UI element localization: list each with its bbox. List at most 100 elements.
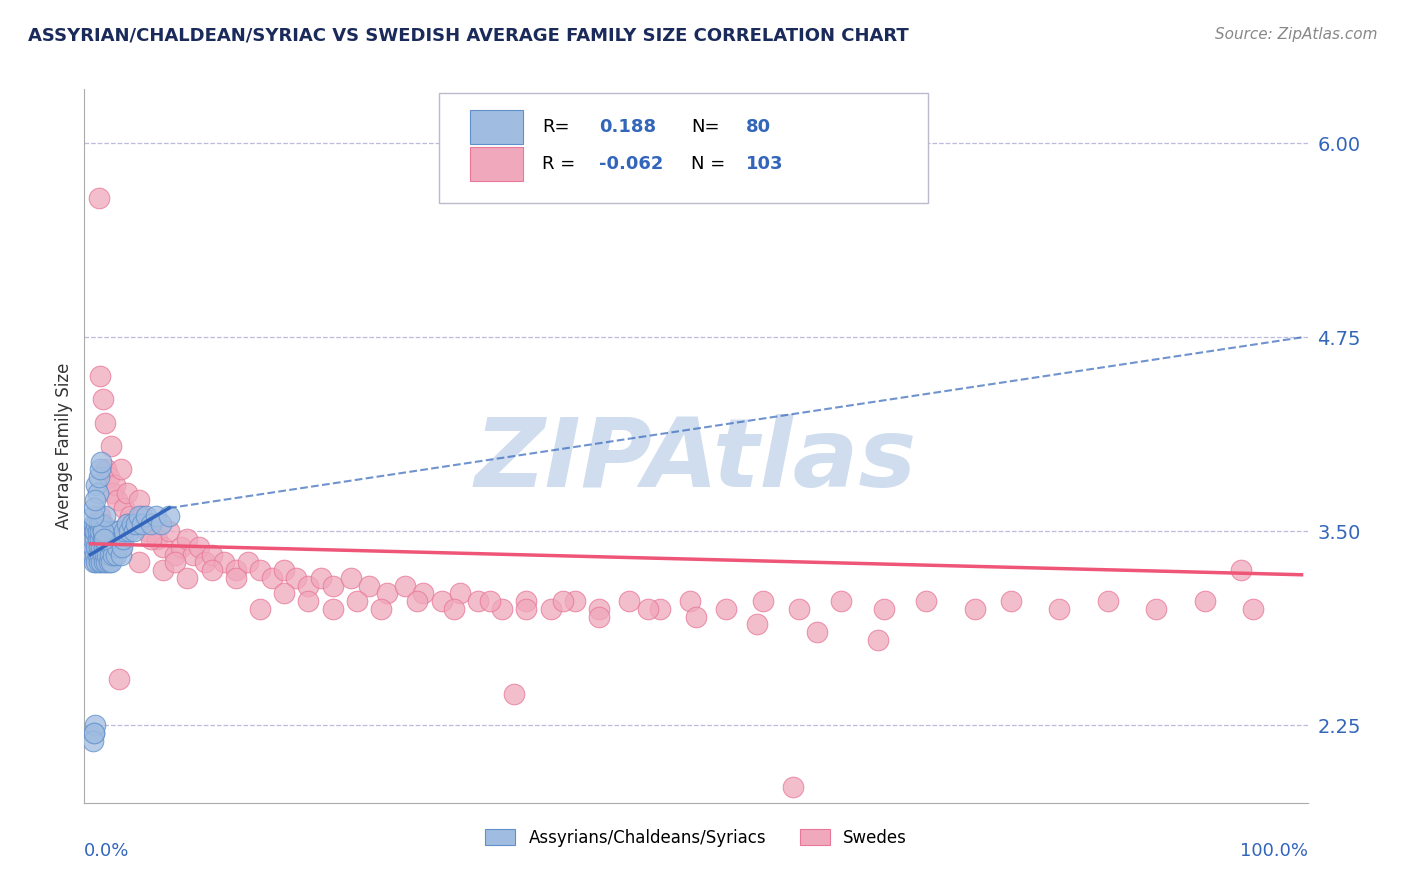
Point bbox=[90, 516, 112, 531]
Point bbox=[89, 548, 111, 562]
Point bbox=[115, 516, 138, 531]
Point bbox=[110, 548, 132, 562]
Point bbox=[86, 548, 108, 562]
Point bbox=[82, 532, 104, 546]
Point bbox=[83, 726, 105, 740]
Point bbox=[1241, 602, 1264, 616]
Point bbox=[100, 439, 122, 453]
Point bbox=[97, 540, 120, 554]
Point bbox=[96, 548, 118, 562]
Point bbox=[1144, 602, 1167, 616]
Point bbox=[105, 540, 128, 554]
Point bbox=[588, 609, 610, 624]
Point bbox=[273, 586, 295, 600]
Point bbox=[375, 586, 398, 600]
Point bbox=[89, 369, 111, 384]
Point bbox=[82, 540, 104, 554]
Legend: Assyrians/Chaldeans/Syriacs, Swedes: Assyrians/Chaldeans/Syriacs, Swedes bbox=[477, 821, 915, 855]
Point bbox=[110, 462, 132, 476]
Point bbox=[479, 594, 502, 608]
Point bbox=[97, 555, 120, 569]
Point bbox=[112, 532, 135, 546]
Point bbox=[152, 540, 174, 554]
Point bbox=[225, 571, 247, 585]
Point bbox=[212, 555, 235, 569]
Point bbox=[322, 602, 344, 616]
Point bbox=[107, 532, 129, 546]
Point bbox=[104, 524, 127, 539]
Point bbox=[449, 586, 471, 600]
Point bbox=[97, 470, 120, 484]
Point bbox=[93, 555, 115, 569]
Point bbox=[176, 532, 198, 546]
Point bbox=[83, 555, 105, 569]
Point bbox=[108, 524, 131, 539]
Text: R=: R= bbox=[541, 118, 569, 136]
Point bbox=[135, 508, 157, 523]
Point bbox=[122, 524, 145, 539]
Point bbox=[89, 462, 111, 476]
Point bbox=[648, 602, 671, 616]
Point bbox=[637, 602, 659, 616]
Point bbox=[152, 563, 174, 577]
Point bbox=[94, 532, 117, 546]
Point bbox=[128, 555, 150, 569]
Point bbox=[491, 602, 513, 616]
Text: N =: N = bbox=[692, 155, 725, 173]
Point bbox=[685, 609, 707, 624]
Point bbox=[340, 571, 363, 585]
Point bbox=[443, 602, 465, 616]
Point bbox=[165, 548, 187, 562]
Point bbox=[83, 726, 105, 740]
Point bbox=[1230, 563, 1253, 577]
Point bbox=[146, 532, 169, 546]
Point bbox=[89, 508, 111, 523]
Point bbox=[122, 516, 145, 531]
Point bbox=[412, 586, 434, 600]
Point bbox=[125, 516, 148, 531]
Point bbox=[108, 672, 131, 686]
Point bbox=[225, 563, 247, 577]
Point bbox=[467, 594, 489, 608]
Point bbox=[963, 602, 986, 616]
Point bbox=[118, 524, 141, 539]
Point bbox=[679, 594, 702, 608]
FancyBboxPatch shape bbox=[470, 110, 523, 145]
Point bbox=[93, 532, 115, 546]
Point bbox=[236, 555, 259, 569]
Point bbox=[165, 555, 187, 569]
Point bbox=[96, 555, 118, 569]
Point bbox=[84, 524, 107, 539]
Point bbox=[86, 532, 108, 546]
Point bbox=[115, 485, 138, 500]
Point bbox=[84, 493, 107, 508]
Point bbox=[745, 617, 768, 632]
Point bbox=[82, 508, 104, 523]
Point bbox=[84, 548, 107, 562]
Point bbox=[782, 780, 804, 795]
Point bbox=[96, 540, 118, 554]
Point bbox=[262, 571, 284, 585]
Point bbox=[145, 508, 167, 523]
Point bbox=[105, 493, 128, 508]
Point bbox=[346, 594, 368, 608]
Point bbox=[104, 548, 127, 562]
Point bbox=[90, 540, 112, 554]
Text: 0.0%: 0.0% bbox=[84, 842, 129, 860]
Point bbox=[101, 540, 124, 554]
Point bbox=[103, 485, 125, 500]
Text: -0.062: -0.062 bbox=[599, 155, 664, 173]
Y-axis label: Average Family Size: Average Family Size bbox=[55, 363, 73, 529]
Point bbox=[128, 508, 150, 523]
Point bbox=[86, 485, 108, 500]
Point bbox=[131, 516, 153, 531]
Point bbox=[406, 594, 429, 608]
Point bbox=[806, 625, 828, 640]
Point bbox=[394, 579, 416, 593]
Point bbox=[176, 571, 198, 585]
Point bbox=[96, 532, 118, 546]
FancyBboxPatch shape bbox=[470, 147, 523, 181]
Point bbox=[86, 532, 108, 546]
Point bbox=[87, 540, 110, 554]
Point bbox=[83, 524, 105, 539]
